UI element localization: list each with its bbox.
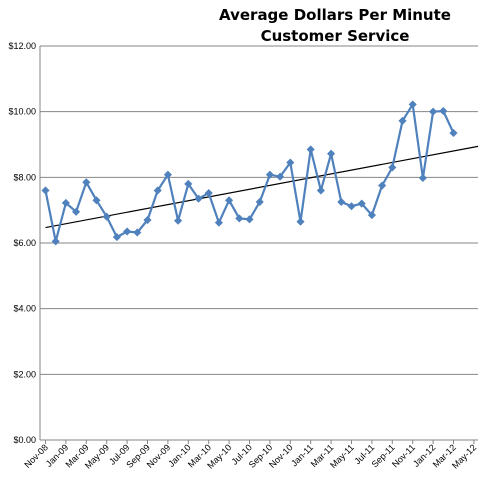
data-point [102, 212, 111, 221]
data-point [61, 198, 71, 208]
data-point [347, 202, 356, 211]
data-point [214, 218, 224, 227]
data-point [428, 107, 438, 116]
y-tick-label: $4.00 [13, 304, 36, 314]
data-point [367, 210, 377, 220]
data-point [326, 149, 336, 158]
data-point [133, 228, 142, 237]
data-point [337, 197, 346, 207]
data-point [173, 216, 183, 225]
data-point [286, 158, 295, 167]
data-point [265, 170, 275, 179]
chart-title: Average Dollars Per Minute [219, 6, 451, 24]
data-point [163, 170, 173, 179]
data-point [204, 188, 213, 198]
data-point [41, 186, 50, 195]
data-point [245, 215, 254, 224]
data-point [388, 163, 397, 172]
y-tick-label: $8.00 [13, 172, 36, 182]
trendline-group [45, 145, 479, 229]
data-point [306, 145, 315, 154]
x-axis [39, 46, 478, 444]
x-tick-label: Nov-11 [390, 442, 417, 469]
data-point [255, 197, 264, 207]
data-point [449, 128, 458, 138]
series-group [41, 100, 458, 246]
data-point [92, 196, 101, 205]
data-point [82, 178, 91, 187]
data-point [194, 194, 203, 203]
trendline [45, 145, 479, 229]
y-tick-label: $6.00 [13, 238, 36, 248]
data-point [143, 215, 152, 225]
x-tick-labels: Nov-08Jan-09Mar-09May-09Jul-09Sep-09Nov-… [22, 442, 478, 470]
data-point [398, 116, 407, 126]
data-point [316, 186, 326, 195]
y-tick-label: $2.00 [13, 369, 36, 379]
data-point [153, 186, 162, 195]
data-point [408, 100, 417, 109]
y-tick-label: $0.00 [13, 435, 36, 445]
data-point [224, 196, 234, 205]
data-point [439, 106, 448, 116]
data-point [112, 232, 122, 242]
data-point [377, 181, 387, 190]
data-point [296, 217, 305, 226]
data-point [275, 172, 285, 181]
chart-subtitle: Customer Service [260, 27, 410, 45]
data-point [122, 227, 132, 236]
data-point [235, 214, 244, 223]
data-point [51, 237, 60, 246]
x-tick-label: Nov-08 [22, 442, 50, 470]
data-point [357, 199, 366, 208]
data-point [71, 207, 81, 216]
y-tick-labels: $0.00 $2.00 $4.00 $6.00 $8.00 $10.00 $12.00 [8, 41, 36, 445]
data-point [184, 179, 193, 189]
y-tick-label: $12.00 [8, 41, 36, 51]
y-tick-label: $10.00 [8, 107, 36, 117]
data-point [418, 173, 428, 183]
